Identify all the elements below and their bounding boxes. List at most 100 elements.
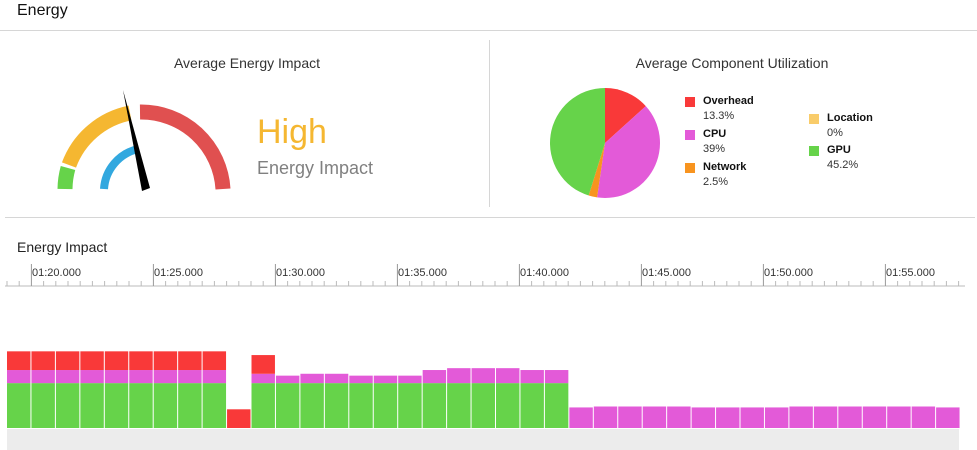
section-divider	[5, 217, 975, 218]
timeline-ruler[interactable]	[0, 262, 977, 292]
bar-segment-cpu	[544, 370, 569, 384]
bar-segment-cpu	[349, 375, 373, 384]
bar-segment-gpu	[520, 383, 544, 428]
bar-segment-gpu	[275, 383, 300, 428]
bar-segment-gpu	[349, 383, 373, 428]
bar-segment-gpu	[544, 383, 569, 428]
bar-segment-gpu	[129, 383, 153, 428]
time-tick-label: 01:35.000	[398, 267, 447, 279]
bar-segment-cpu	[300, 373, 324, 384]
bar-segment-cpu	[55, 370, 80, 384]
bar-segment-cpu	[471, 368, 495, 384]
time-tick-label: 01:30.000	[276, 267, 325, 279]
bar-segment-cpu	[7, 370, 31, 384]
bar-segment-gpu	[324, 383, 349, 428]
bar-segment-overhead	[153, 351, 178, 371]
pie-slice-cpu	[597, 106, 660, 198]
pie-slice-gpu	[550, 88, 605, 196]
time-tick-label: 01:45.000	[642, 267, 691, 279]
time-tick-label: 01:20.000	[32, 267, 81, 279]
bar-segment-cpu	[667, 406, 691, 428]
bar-segment-gpu	[55, 383, 80, 428]
energy-gauge	[57, 90, 231, 191]
gauge-yellow-arc	[61, 105, 132, 168]
header-divider	[0, 30, 977, 31]
window-title: Energy	[17, 2, 68, 19]
bar-segment-cpu	[447, 368, 471, 384]
pie-slice-network	[588, 143, 605, 198]
bar-segment-cpu	[862, 406, 887, 428]
legend-swatch	[685, 97, 695, 107]
bar-segment-cpu	[618, 406, 642, 428]
bar-segment-overhead	[80, 351, 104, 371]
utilization-panel-title: Average Component Utilization	[635, 55, 829, 71]
bar-segment-cpu	[911, 406, 936, 428]
time-tick-label: 01:25.000	[154, 267, 203, 279]
time-tick-label: 01:55.000	[886, 267, 935, 279]
bar-segment-cpu	[129, 370, 153, 384]
legend-percent: 45.2%	[827, 159, 859, 171]
bar-segment-cpu	[740, 407, 764, 428]
legend-percent: 0%	[827, 127, 843, 139]
bar-segment-cpu	[80, 370, 104, 384]
bar-segment-cpu	[178, 370, 202, 384]
energy-impact-chart	[7, 351, 960, 428]
energy-impact-level: High	[257, 113, 327, 151]
bar-segment-overhead	[7, 351, 31, 371]
time-tick-label: 01:40.000	[520, 267, 569, 279]
bar-segment-gpu	[251, 383, 275, 428]
bar-segment-cpu	[373, 375, 398, 384]
bar-segment-cpu	[642, 406, 667, 428]
legend-swatch	[809, 146, 819, 156]
legend-label: Location	[827, 112, 873, 124]
bar-segment-cpu	[153, 370, 178, 384]
legend-percent: 2.5%	[703, 176, 729, 188]
bar-segment-overhead	[129, 351, 153, 371]
bar-segment-overhead	[251, 355, 275, 374]
energy-impact-label: Energy Impact	[257, 158, 374, 178]
bar-segment-gpu	[31, 383, 55, 428]
bar-segment-cpu	[251, 373, 275, 384]
bar-segment-cpu	[324, 373, 349, 384]
pie-slice-overhead	[605, 88, 646, 143]
bar-segment-cpu	[398, 375, 422, 384]
bar-segment-cpu	[789, 406, 813, 428]
bar-segment-overhead	[227, 409, 251, 428]
bar-segment-overhead	[178, 351, 202, 371]
bar-segment-gpu	[373, 383, 398, 428]
bar-segment-overhead	[104, 351, 129, 371]
bar-segment-gpu	[471, 383, 495, 428]
bar-segment-cpu	[569, 407, 593, 428]
legend-label: CPU	[703, 128, 727, 140]
bar-segment-cpu	[104, 370, 129, 384]
bar-segment-cpu	[31, 370, 55, 384]
legend-swatch	[685, 163, 695, 173]
bar-segment-gpu	[398, 383, 422, 428]
bar-segment-cpu	[887, 406, 911, 428]
bar-segment-cpu	[813, 406, 838, 428]
bar-segment-gpu	[447, 383, 471, 428]
bar-segment-gpu	[300, 383, 324, 428]
gauge-red-arc	[139, 104, 231, 190]
bar-segment-cpu	[275, 375, 300, 384]
bar-segment-gpu	[178, 383, 202, 428]
bar-segment-cpu	[691, 407, 716, 428]
legend-swatch	[685, 130, 695, 140]
gauge-needle	[123, 90, 150, 191]
bar-segment-cpu	[764, 407, 789, 428]
bar-segment-cpu	[496, 368, 520, 384]
bar-segment-gpu	[496, 383, 520, 428]
bar-segment-cpu	[422, 370, 447, 384]
gauge-blue-arc	[100, 145, 140, 190]
bar-segment-gpu	[104, 383, 129, 428]
bar-segment-overhead	[31, 351, 55, 371]
legend-label: GPU	[827, 144, 851, 156]
bar-segment-cpu	[593, 406, 618, 428]
bar-segment-overhead	[55, 351, 80, 371]
panel-divider	[489, 40, 490, 207]
bar-segment-gpu	[422, 383, 447, 428]
legend-percent: 39%	[703, 143, 726, 155]
bar-segment-gpu	[153, 383, 178, 428]
bar-segment-gpu	[80, 383, 104, 428]
legend-label: Network	[703, 161, 747, 173]
